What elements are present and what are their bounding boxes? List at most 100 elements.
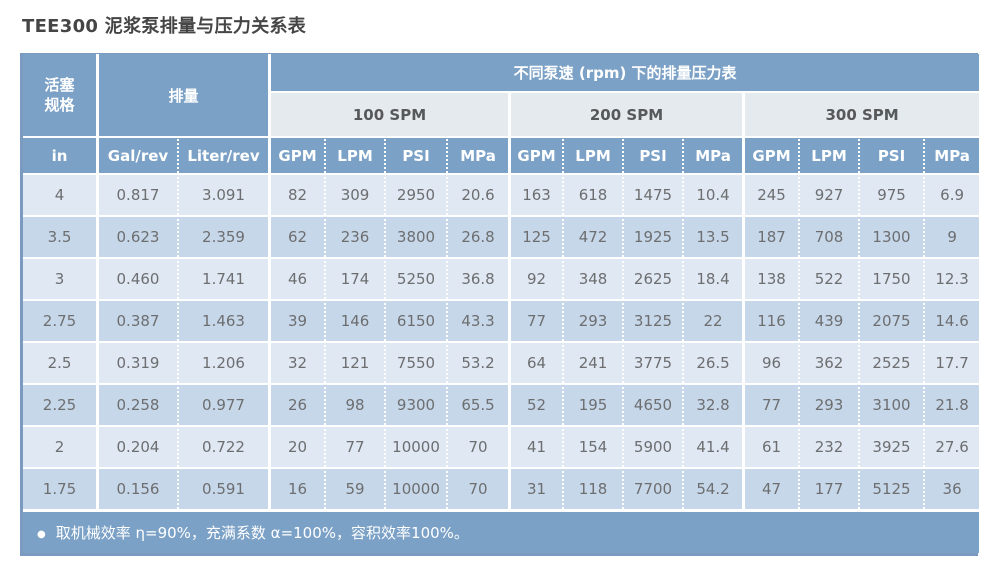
header-spm-300: 300 SPM — [742, 91, 980, 136]
value-cell: 77 — [508, 299, 563, 341]
value-cell: 241 — [562, 341, 623, 383]
value-cell: 17.7 — [923, 341, 980, 383]
header-unit-psi-100: PSI — [384, 136, 447, 173]
value-cell: 9300 — [384, 383, 447, 425]
value-cell: 0.258 — [96, 383, 177, 425]
header-unit-gal-rev: Gal/rev — [96, 136, 177, 173]
value-cell: 16 — [268, 467, 325, 509]
value-cell: 116 — [742, 299, 799, 341]
header-spm-100: 100 SPM — [268, 91, 509, 136]
value-cell: 2.359 — [177, 215, 269, 257]
value-cell: 32 — [268, 341, 325, 383]
value-cell: 82 — [268, 173, 325, 215]
piston-size-cell: 2 — [23, 425, 96, 467]
value-cell: 3.091 — [177, 173, 269, 215]
value-cell: 22 — [682, 299, 743, 341]
value-cell: 1475 — [622, 173, 683, 215]
bullet-icon: ● — [37, 529, 46, 540]
table-row: 2 0.204 0.722 20 77 10000 70 41 154 5900 41.4 61 232… — [23, 425, 980, 467]
value-cell: 362 — [798, 341, 859, 383]
piston-size-cell: 3 — [23, 257, 96, 299]
table-row: 2.25 0.258 0.977 26 98 9300 65.5 52 195 4650 32.8 7… — [23, 383, 980, 425]
value-cell: 1925 — [622, 215, 683, 257]
header-spm-200: 200 SPM — [508, 91, 743, 136]
value-cell: 43.3 — [446, 299, 509, 341]
header-unit-lpm-100: LPM — [324, 136, 385, 173]
header-unit-mpa-200: MPa — [682, 136, 743, 173]
value-cell: 7700 — [622, 467, 683, 509]
value-cell: 195 — [562, 383, 623, 425]
value-cell: 3125 — [622, 299, 683, 341]
value-cell: 0.387 — [96, 299, 177, 341]
value-cell: 61 — [742, 425, 799, 467]
value-cell: 41.4 — [682, 425, 743, 467]
value-cell: 2625 — [622, 257, 683, 299]
value-cell: 177 — [798, 467, 859, 509]
footnote: ● 取机械效率 η=90%，充满系数 α=100%，容积效率100%。 — [23, 509, 980, 553]
value-cell: 70 — [446, 467, 509, 509]
footnote-text: 取机械效率 η=90%，充满系数 α=100%，容积效率100%。 — [55, 524, 469, 542]
value-cell: 118 — [562, 467, 623, 509]
value-cell: 293 — [562, 299, 623, 341]
value-cell: 10000 — [384, 425, 447, 467]
value-cell: 232 — [798, 425, 859, 467]
piston-size-cell: 2.25 — [23, 383, 96, 425]
page-title: TEE300 泥浆泵排量与压力关系表 — [22, 16, 307, 37]
value-cell: 125 — [508, 215, 563, 257]
value-cell: 0.623 — [96, 215, 177, 257]
value-cell: 348 — [562, 257, 623, 299]
value-cell: 36 — [923, 467, 980, 509]
value-cell: 14.6 — [923, 299, 980, 341]
value-cell: 31 — [508, 467, 563, 509]
header-unit-lpm-300: LPM — [798, 136, 859, 173]
header-speed-title: 不同泵速 (rpm) 下的排量压力表 — [268, 54, 980, 91]
value-cell: 41 — [508, 425, 563, 467]
value-cell: 92 — [508, 257, 563, 299]
value-cell: 293 — [798, 383, 859, 425]
value-cell: 26.5 — [682, 341, 743, 383]
header-unit-mpa-100: MPa — [446, 136, 509, 173]
value-cell: 65.5 — [446, 383, 509, 425]
value-cell: 1300 — [858, 215, 924, 257]
value-cell: 70 — [446, 425, 509, 467]
value-cell: 174 — [324, 257, 385, 299]
value-cell: 154 — [562, 425, 623, 467]
value-cell: 26.8 — [446, 215, 509, 257]
value-cell: 5125 — [858, 467, 924, 509]
value-cell: 3775 — [622, 341, 683, 383]
header-unit-in: in — [23, 136, 96, 173]
table-footer: ● 取机械效率 η=90%，充满系数 α=100%，容积效率100%。 — [23, 509, 980, 553]
value-cell: 0.156 — [96, 467, 177, 509]
header-unit-lpm-200: LPM — [562, 136, 623, 173]
value-cell: 26 — [268, 383, 325, 425]
value-cell: 0.722 — [177, 425, 269, 467]
value-cell: 54.2 — [682, 467, 743, 509]
value-cell: 10000 — [384, 467, 447, 509]
piston-size-cell: 2.75 — [23, 299, 96, 341]
value-cell: 4650 — [622, 383, 683, 425]
table-row: 2.75 0.387 1.463 39 146 6150 43.3 77 293 3125 22 11… — [23, 299, 980, 341]
value-cell: 0.319 — [96, 341, 177, 383]
value-cell: 13.5 — [682, 215, 743, 257]
value-cell: 47 — [742, 467, 799, 509]
value-cell: 2950 — [384, 173, 447, 215]
value-cell: 121 — [324, 341, 385, 383]
value-cell: 98 — [324, 383, 385, 425]
value-cell: 975 — [858, 173, 924, 215]
value-cell: 18.4 — [682, 257, 743, 299]
value-cell: 309 — [324, 173, 385, 215]
table-row: 3.5 0.623 2.359 62 236 3800 26.8 125 472 1925 13.5… — [23, 215, 980, 257]
value-cell: 10.4 — [682, 173, 743, 215]
value-cell: 39 — [268, 299, 325, 341]
header-unit-psi-300: PSI — [858, 136, 924, 173]
value-cell: 52 — [508, 383, 563, 425]
header-unit-gpm-300: GPM — [742, 136, 799, 173]
value-cell: 96 — [742, 341, 799, 383]
value-cell: 36.8 — [446, 257, 509, 299]
value-cell: 708 — [798, 215, 859, 257]
value-cell: 163 — [508, 173, 563, 215]
value-cell: 53.2 — [446, 341, 509, 383]
value-cell: 46 — [268, 257, 325, 299]
value-cell: 0.977 — [177, 383, 269, 425]
value-cell: 12.3 — [923, 257, 980, 299]
